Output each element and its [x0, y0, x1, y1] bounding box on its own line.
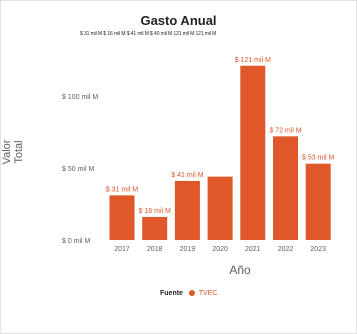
top-data-label-row: $ 31 mil M $ 16 mil M $ 41 mil M $ 40 mi…: [80, 31, 217, 37]
bar[interactable]: [174, 180, 200, 240]
chart-legend: Fuente TVEC: [160, 290, 217, 297]
x-axis-label: Año: [229, 263, 251, 277]
legend-title: Fuente: [160, 290, 183, 297]
bar[interactable]: [109, 195, 135, 240]
bar[interactable]: [142, 216, 168, 240]
data-label: $ 72 mil M: [269, 127, 301, 134]
x-tick-label: 2018: [147, 246, 163, 253]
x-tick-label: 2023: [310, 246, 326, 253]
x-tick-label: 2021: [245, 246, 261, 253]
data-label: $ 121 mil M: [235, 57, 271, 64]
data-label: $ 41 mil M: [171, 172, 203, 179]
y-tick-label: $ 0 mil M: [62, 238, 91, 245]
bar[interactable]: [305, 163, 331, 240]
data-label: $ 53 mil M: [302, 155, 334, 162]
legend-series-name: TVEC: [198, 290, 218, 297]
x-tick-label: 2020: [212, 246, 228, 253]
data-label: $ 16 mil M: [139, 208, 171, 215]
y-tick-label: $ 50 mil M: [62, 166, 94, 173]
chart-title: Gasto Anual: [140, 13, 217, 28]
bar[interactable]: [207, 176, 233, 240]
data-label: $ 31 mil M: [106, 186, 138, 193]
legend-swatch: [188, 290, 195, 297]
x-tick-label: 2017: [114, 246, 130, 253]
x-tick-label: 2019: [180, 246, 196, 253]
bar[interactable]: [273, 136, 298, 240]
y-tick-label: $ 100 mil M: [62, 94, 98, 101]
x-tick-label: 2022: [278, 246, 294, 253]
bar[interactable]: [240, 65, 266, 240]
